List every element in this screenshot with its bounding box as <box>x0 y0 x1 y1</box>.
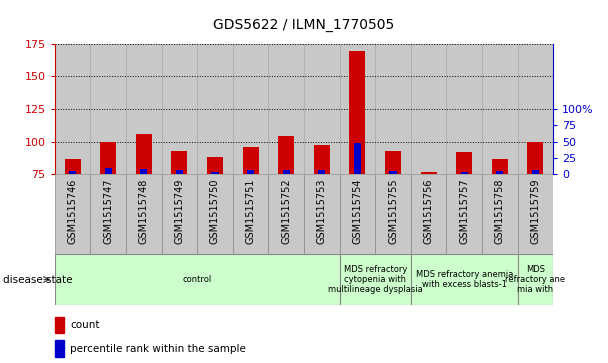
Bar <box>446 44 482 174</box>
Bar <box>496 171 503 174</box>
Bar <box>136 134 152 174</box>
Text: disease state: disease state <box>3 274 72 285</box>
Bar <box>268 44 304 174</box>
Text: GSM1515747: GSM1515747 <box>103 178 113 244</box>
Bar <box>411 44 446 174</box>
Text: GSM1515752: GSM1515752 <box>281 178 291 244</box>
Bar <box>283 170 290 174</box>
Text: GSM1515759: GSM1515759 <box>530 178 541 244</box>
Text: count: count <box>70 320 100 330</box>
Bar <box>176 170 183 174</box>
Bar <box>105 168 112 174</box>
Bar <box>55 317 64 333</box>
Bar <box>421 172 437 174</box>
Text: GSM1515757: GSM1515757 <box>459 178 469 244</box>
Bar <box>162 44 197 174</box>
Bar <box>350 52 365 174</box>
FancyBboxPatch shape <box>233 174 268 254</box>
Bar <box>492 159 508 174</box>
Text: GSM1515755: GSM1515755 <box>388 178 398 244</box>
Bar <box>354 143 361 174</box>
Bar <box>55 340 64 357</box>
Text: GSM1515758: GSM1515758 <box>495 178 505 244</box>
Text: control: control <box>182 275 212 284</box>
FancyBboxPatch shape <box>482 174 517 254</box>
FancyBboxPatch shape <box>375 174 411 254</box>
Bar <box>69 171 76 174</box>
Text: GSM1515756: GSM1515756 <box>424 178 434 244</box>
Text: percentile rank within the sample: percentile rank within the sample <box>70 343 246 354</box>
Text: GSM1515751: GSM1515751 <box>246 178 255 244</box>
Bar <box>91 44 126 174</box>
Bar <box>304 44 340 174</box>
Text: MDS
refractory ane
mia with: MDS refractory ane mia with <box>505 265 565 294</box>
Bar <box>390 171 396 174</box>
Bar <box>278 136 294 174</box>
FancyBboxPatch shape <box>55 174 91 254</box>
FancyBboxPatch shape <box>197 174 233 254</box>
FancyBboxPatch shape <box>411 254 517 305</box>
Bar <box>212 172 218 174</box>
Bar <box>385 151 401 174</box>
Bar <box>171 151 187 174</box>
Bar <box>482 44 517 174</box>
Bar <box>140 169 147 174</box>
Text: GSM1515753: GSM1515753 <box>317 178 327 244</box>
Text: GSM1515748: GSM1515748 <box>139 178 149 244</box>
FancyBboxPatch shape <box>304 174 340 254</box>
FancyBboxPatch shape <box>340 174 375 254</box>
FancyBboxPatch shape <box>517 254 553 305</box>
Bar <box>318 170 325 174</box>
Bar <box>528 142 544 174</box>
Text: GDS5622 / ILMN_1770505: GDS5622 / ILMN_1770505 <box>213 18 395 32</box>
FancyBboxPatch shape <box>411 174 446 254</box>
FancyBboxPatch shape <box>91 174 126 254</box>
FancyBboxPatch shape <box>517 174 553 254</box>
Text: GSM1515749: GSM1515749 <box>174 178 184 244</box>
FancyBboxPatch shape <box>126 174 162 254</box>
Text: MDS refractory anemia
with excess blasts-1: MDS refractory anemia with excess blasts… <box>415 270 513 289</box>
Bar <box>456 152 472 174</box>
Text: GSM1515746: GSM1515746 <box>67 178 78 244</box>
Bar <box>55 44 91 174</box>
Bar <box>247 170 254 174</box>
Bar <box>461 172 468 174</box>
Bar <box>532 170 539 174</box>
Bar <box>375 44 411 174</box>
FancyBboxPatch shape <box>446 174 482 254</box>
Bar <box>197 44 233 174</box>
Bar <box>126 44 162 174</box>
Bar <box>314 146 330 174</box>
Text: GSM1515750: GSM1515750 <box>210 178 220 244</box>
Bar <box>100 142 116 174</box>
Bar <box>243 147 258 174</box>
Bar <box>340 44 375 174</box>
FancyBboxPatch shape <box>268 174 304 254</box>
FancyBboxPatch shape <box>162 174 197 254</box>
FancyBboxPatch shape <box>55 254 340 305</box>
Bar <box>207 157 223 174</box>
Bar <box>517 44 553 174</box>
Text: GSM1515754: GSM1515754 <box>353 178 362 244</box>
Text: MDS refractory
cytopenia with
multilineage dysplasia: MDS refractory cytopenia with multilinea… <box>328 265 423 294</box>
Bar <box>233 44 268 174</box>
Bar <box>64 159 80 174</box>
FancyBboxPatch shape <box>340 254 411 305</box>
